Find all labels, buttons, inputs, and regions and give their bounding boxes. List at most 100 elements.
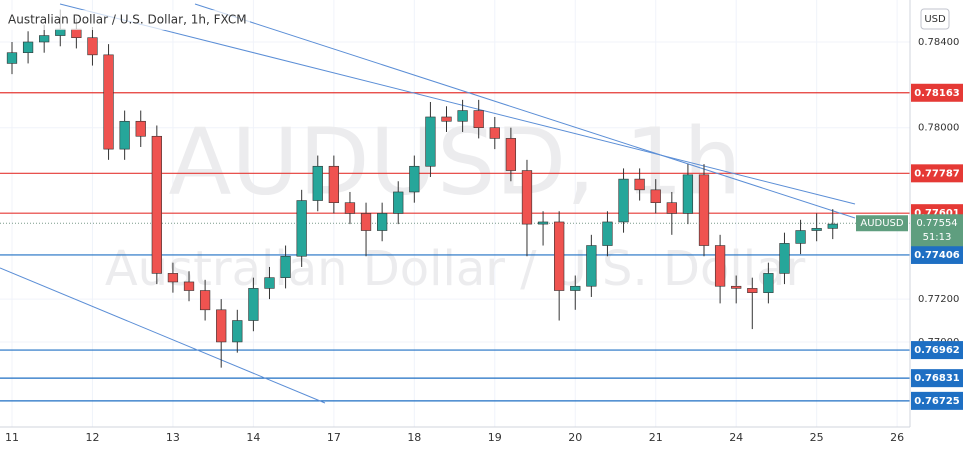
x-tick-label: 18 xyxy=(407,431,421,444)
candle-body xyxy=(103,54,114,150)
x-tick-label: 21 xyxy=(649,431,663,444)
candle-body xyxy=(731,285,742,289)
currency: USD xyxy=(924,14,946,25)
currency-box[interactable] xyxy=(920,8,950,30)
symbol-tag xyxy=(856,215,908,232)
x-tick-label: 11 xyxy=(5,431,19,444)
level-tag xyxy=(911,369,963,388)
candle-body xyxy=(714,245,726,287)
level-label: 0.78163 xyxy=(914,88,960,99)
candle-body xyxy=(811,228,822,231)
level-label: 0.76962 xyxy=(914,345,960,356)
y-tick-label: 0.77200 xyxy=(918,294,959,305)
watermark-subtitle: Australian Dollar / U.S. Dollar xyxy=(105,241,806,297)
candle-body xyxy=(183,281,195,291)
x-tick-label: 20 xyxy=(568,431,582,444)
x-tick-label: 17 xyxy=(327,431,341,444)
candle-body xyxy=(457,110,468,122)
level-label: 0.76725 xyxy=(914,396,960,407)
candle-body xyxy=(328,165,339,203)
chart-title: Australian Dollar / U.S. Dollar, 1h, FXC… xyxy=(8,13,247,27)
candle-body xyxy=(473,110,484,128)
x-tick-label: 24 xyxy=(729,431,743,444)
candle-body xyxy=(795,230,806,244)
candle-body xyxy=(39,35,50,43)
candle-body xyxy=(232,320,243,343)
candle-body xyxy=(763,273,774,293)
title-bg xyxy=(0,10,250,30)
candles xyxy=(6,9,838,368)
x-tick-label: 12 xyxy=(85,431,99,444)
time-axis xyxy=(0,427,971,459)
candle-body xyxy=(216,309,227,343)
level-label: 0.77601 xyxy=(914,208,960,219)
level-tag xyxy=(911,164,963,183)
candle-body xyxy=(360,213,372,231)
candle-body xyxy=(441,116,452,122)
candle-body xyxy=(747,288,758,293)
current-price-label: 0.77554 xyxy=(916,218,957,229)
candle-body xyxy=(280,255,291,278)
x-tick-label: 26 xyxy=(890,431,904,444)
candle-body xyxy=(151,135,162,274)
candle-body xyxy=(570,285,581,291)
candle-body xyxy=(393,191,404,214)
y-tick-label: 0.78000 xyxy=(918,123,959,134)
trend-line xyxy=(194,3,856,219)
x-tick-label: 14 xyxy=(246,431,260,444)
candle-body xyxy=(521,170,533,225)
candle-body xyxy=(22,41,34,54)
levels xyxy=(0,92,910,402)
candle-body xyxy=(248,288,259,321)
axis-labels: 11 12 13 14 17 18 19 20 21 24 25 26 0.78400 0.78000 0.… xyxy=(5,37,963,444)
candle-body xyxy=(119,120,130,150)
trend-line xyxy=(0,267,326,404)
candle-body xyxy=(666,202,677,214)
candle-body xyxy=(618,178,629,223)
countdown: 51:13 xyxy=(923,232,952,243)
trend-line xyxy=(59,3,856,205)
level-label: 0.77406 xyxy=(914,250,960,261)
candle-body xyxy=(827,223,838,229)
candle-body xyxy=(409,165,420,193)
candle-body xyxy=(87,37,98,56)
candle-body xyxy=(425,116,436,167)
candle-body xyxy=(586,245,597,287)
x-tick-label: 13 xyxy=(166,431,180,444)
candle-body xyxy=(312,165,323,201)
level-tag xyxy=(911,245,963,264)
candle-body xyxy=(779,243,790,274)
candle-body xyxy=(55,28,66,36)
y-tick-label: 0.78400 xyxy=(918,37,959,48)
candle-body xyxy=(698,174,710,246)
candle-body xyxy=(344,202,356,214)
level-label: 0.76831 xyxy=(914,373,960,384)
symbol-label: AUDUSD xyxy=(860,218,904,229)
candle-body xyxy=(167,273,179,283)
watermark: AUDUSD, 1h xyxy=(168,108,741,215)
candle-body xyxy=(135,120,146,137)
candle-body xyxy=(602,221,613,246)
candle-body xyxy=(554,221,565,291)
x-tick-label: 25 xyxy=(810,431,824,444)
candle-body xyxy=(650,189,661,203)
candle-body xyxy=(71,28,82,39)
level-tag xyxy=(911,83,963,102)
level-tag xyxy=(911,391,963,410)
price-tag xyxy=(911,214,963,247)
candle-body xyxy=(505,138,517,171)
candle-body xyxy=(537,221,549,225)
candle-body xyxy=(199,290,211,311)
candle-body xyxy=(634,178,645,191)
candle-body xyxy=(296,200,307,257)
candle-body xyxy=(682,174,694,214)
candle-body xyxy=(6,52,18,64)
candle-body xyxy=(377,213,388,231)
level-label: 0.77787 xyxy=(914,168,960,179)
candle-body xyxy=(489,127,500,139)
x-tick-label: 19 xyxy=(488,431,502,444)
candle-body xyxy=(264,277,275,289)
level-tag xyxy=(911,341,963,360)
